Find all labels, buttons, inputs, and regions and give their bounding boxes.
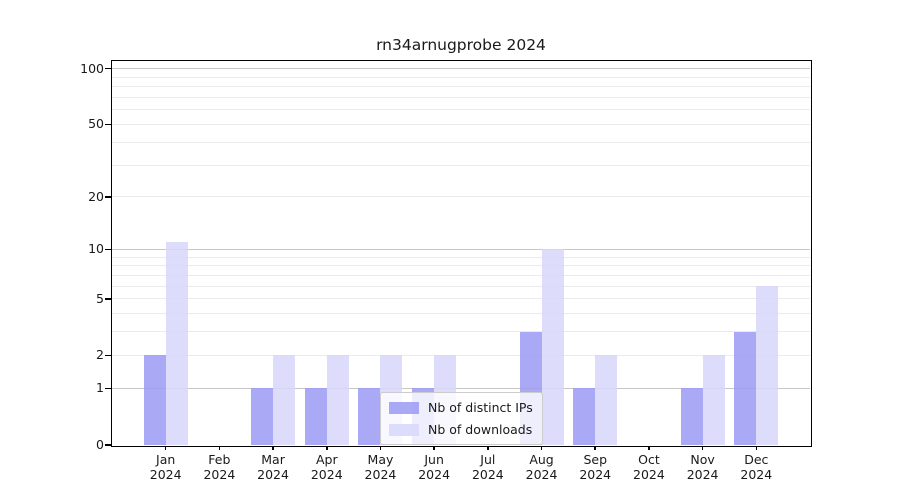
- gridline-minor: [112, 123, 810, 125]
- bar-downloads: [326, 355, 349, 445]
- bar-downloads: [756, 286, 779, 445]
- x-tick-label: Sep 2024: [579, 452, 612, 482]
- y-tick-label: 10: [88, 241, 104, 257]
- gridline-minor: [112, 96, 810, 98]
- y-tick-label: 100: [80, 60, 104, 76]
- x-tick-label: Aug 2024: [525, 452, 558, 482]
- gridline-minor: [112, 86, 810, 88]
- gridline-minor: [112, 265, 810, 267]
- x-tick-label: Feb 2024: [203, 452, 236, 482]
- gridline-minor: [112, 331, 810, 333]
- x-tick-mark: [272, 445, 274, 450]
- y-tick-label: 1: [96, 380, 104, 396]
- gridline-major: [112, 68, 810, 70]
- x-tick-mark: [487, 445, 489, 450]
- x-tick-label: May 2024: [364, 452, 397, 482]
- x-tick-mark: [540, 445, 543, 450]
- x-tick-label: Jan 2024: [149, 452, 182, 482]
- x-tick-mark: [164, 445, 167, 450]
- x-tick-mark: [379, 445, 382, 450]
- x-tick-mark: [594, 445, 597, 450]
- bar-downloads: [702, 355, 725, 445]
- y-tick-mark: [104, 123, 111, 126]
- x-tick-label: Apr 2024: [310, 452, 343, 482]
- y-tick-mark: [104, 195, 111, 198]
- legend-swatch-downloads: [389, 423, 419, 436]
- bar-downloads: [541, 249, 564, 445]
- bar-distinct-ips: [680, 388, 703, 445]
- plot-area: [112, 61, 810, 445]
- x-tick-label: Jun 2024: [418, 452, 451, 482]
- bar-distinct-ips: [573, 388, 596, 445]
- gridline-minor: [112, 313, 810, 315]
- gridline-minor: [112, 256, 810, 258]
- legend-item-distinct-ips: Nb of distinct IPs: [389, 398, 533, 417]
- legend-label-downloads: Nb of downloads: [428, 422, 533, 437]
- y-tick-label: 0: [96, 437, 104, 452]
- x-tick-mark: [218, 445, 221, 450]
- gridline-major: [112, 248, 810, 251]
- gridline-minor: [112, 141, 810, 143]
- y-tick-label: 5: [96, 290, 104, 306]
- gridline-minor: [112, 109, 810, 111]
- y-tick-mark: [104, 298, 111, 300]
- gridline-major: [112, 387, 810, 390]
- y-tick-mark: [104, 354, 111, 357]
- y-tick-label: 20: [88, 188, 104, 204]
- bar-downloads: [165, 242, 188, 445]
- bar-distinct-ips: [304, 388, 327, 445]
- y-tick-mark: [104, 248, 111, 251]
- gridline-minor: [112, 274, 810, 276]
- y-tick-mark: [104, 67, 111, 70]
- gridline-minor: [112, 196, 810, 198]
- x-tick-label: Nov 2024: [686, 452, 719, 482]
- y-tick-mark: [104, 387, 111, 390]
- bar-downloads: [595, 355, 618, 445]
- bar-distinct-ips: [143, 355, 166, 445]
- gridline-minor: [112, 285, 810, 287]
- x-tick-label: Oct 2024: [633, 452, 665, 482]
- legend-swatch-distinct-ips: [389, 401, 419, 414]
- bar-downloads: [273, 355, 296, 445]
- x-tick-mark: [325, 445, 328, 450]
- x-tick-mark: [701, 445, 704, 450]
- gridline-minor: [112, 298, 810, 300]
- bar-distinct-ips: [358, 388, 381, 445]
- y-tick-label: 2: [96, 347, 104, 363]
- legend-item-downloads: Nb of downloads: [389, 420, 533, 439]
- x-tick-label: Dec 2024: [740, 452, 773, 482]
- y-tick-label: 50: [88, 116, 104, 132]
- y-tick-mark: [104, 444, 111, 446]
- bar-distinct-ips: [734, 331, 757, 445]
- legend: Nb of distinct IPs Nb of downloads: [380, 392, 543, 445]
- x-tick-label: Jul 2024: [471, 452, 504, 482]
- x-tick-mark: [433, 445, 435, 450]
- gridline-minor: [112, 76, 810, 78]
- x-tick-mark: [755, 445, 758, 450]
- x-tick-label: Mar 2024: [257, 452, 289, 482]
- legend-label-distinct-ips: Nb of distinct IPs: [428, 400, 533, 415]
- bar-distinct-ips: [251, 388, 274, 445]
- gridline-minor: [112, 164, 810, 166]
- x-tick-mark: [648, 445, 650, 450]
- gridline-minor: [112, 354, 810, 356]
- chart-title: rn34arnugprobe 2024: [376, 36, 546, 54]
